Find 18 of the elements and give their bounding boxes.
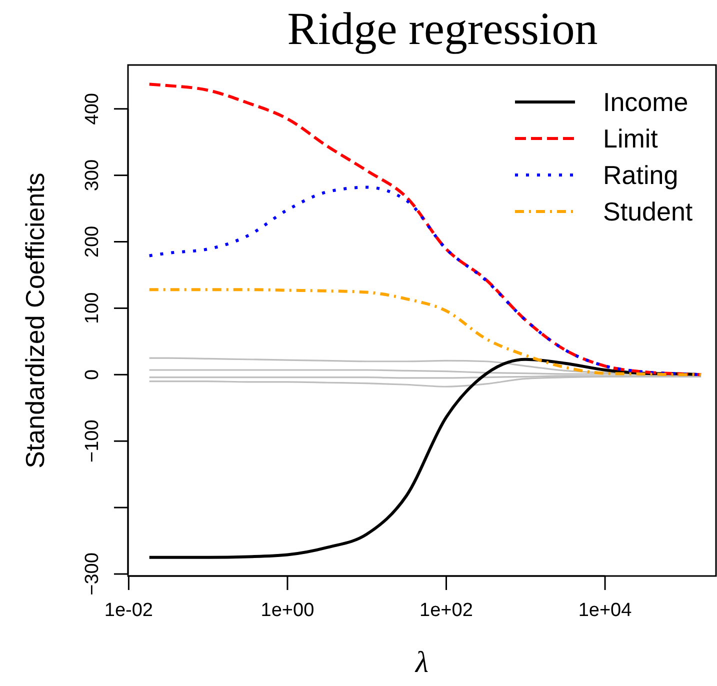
y-axis-title: Standardized Coefficients bbox=[20, 172, 50, 468]
legend-label: Rating bbox=[603, 160, 678, 190]
y-tick-label: 100 bbox=[82, 292, 103, 324]
y-tick-label: 400 bbox=[82, 93, 103, 125]
y-tick-label: −100 bbox=[82, 420, 103, 463]
legend-label: Income bbox=[603, 87, 688, 117]
x-tick-label: 1e-02 bbox=[104, 600, 153, 621]
x-axis-title: λ bbox=[414, 646, 428, 679]
x-tick-label: 1e+00 bbox=[260, 600, 314, 621]
y-tick-label: 300 bbox=[82, 159, 103, 192]
y-tick-label: 200 bbox=[82, 226, 103, 258]
y-tick-label: −300 bbox=[82, 552, 103, 596]
legend-label: Student bbox=[603, 196, 694, 226]
x-tick-label: 1e+02 bbox=[420, 600, 473, 621]
x-tick-label: 1e+04 bbox=[578, 600, 632, 621]
legend-label: Limit bbox=[603, 124, 659, 154]
chart-title: Ridge regression bbox=[287, 3, 598, 54]
y-tick-label: 0 bbox=[82, 369, 103, 380]
